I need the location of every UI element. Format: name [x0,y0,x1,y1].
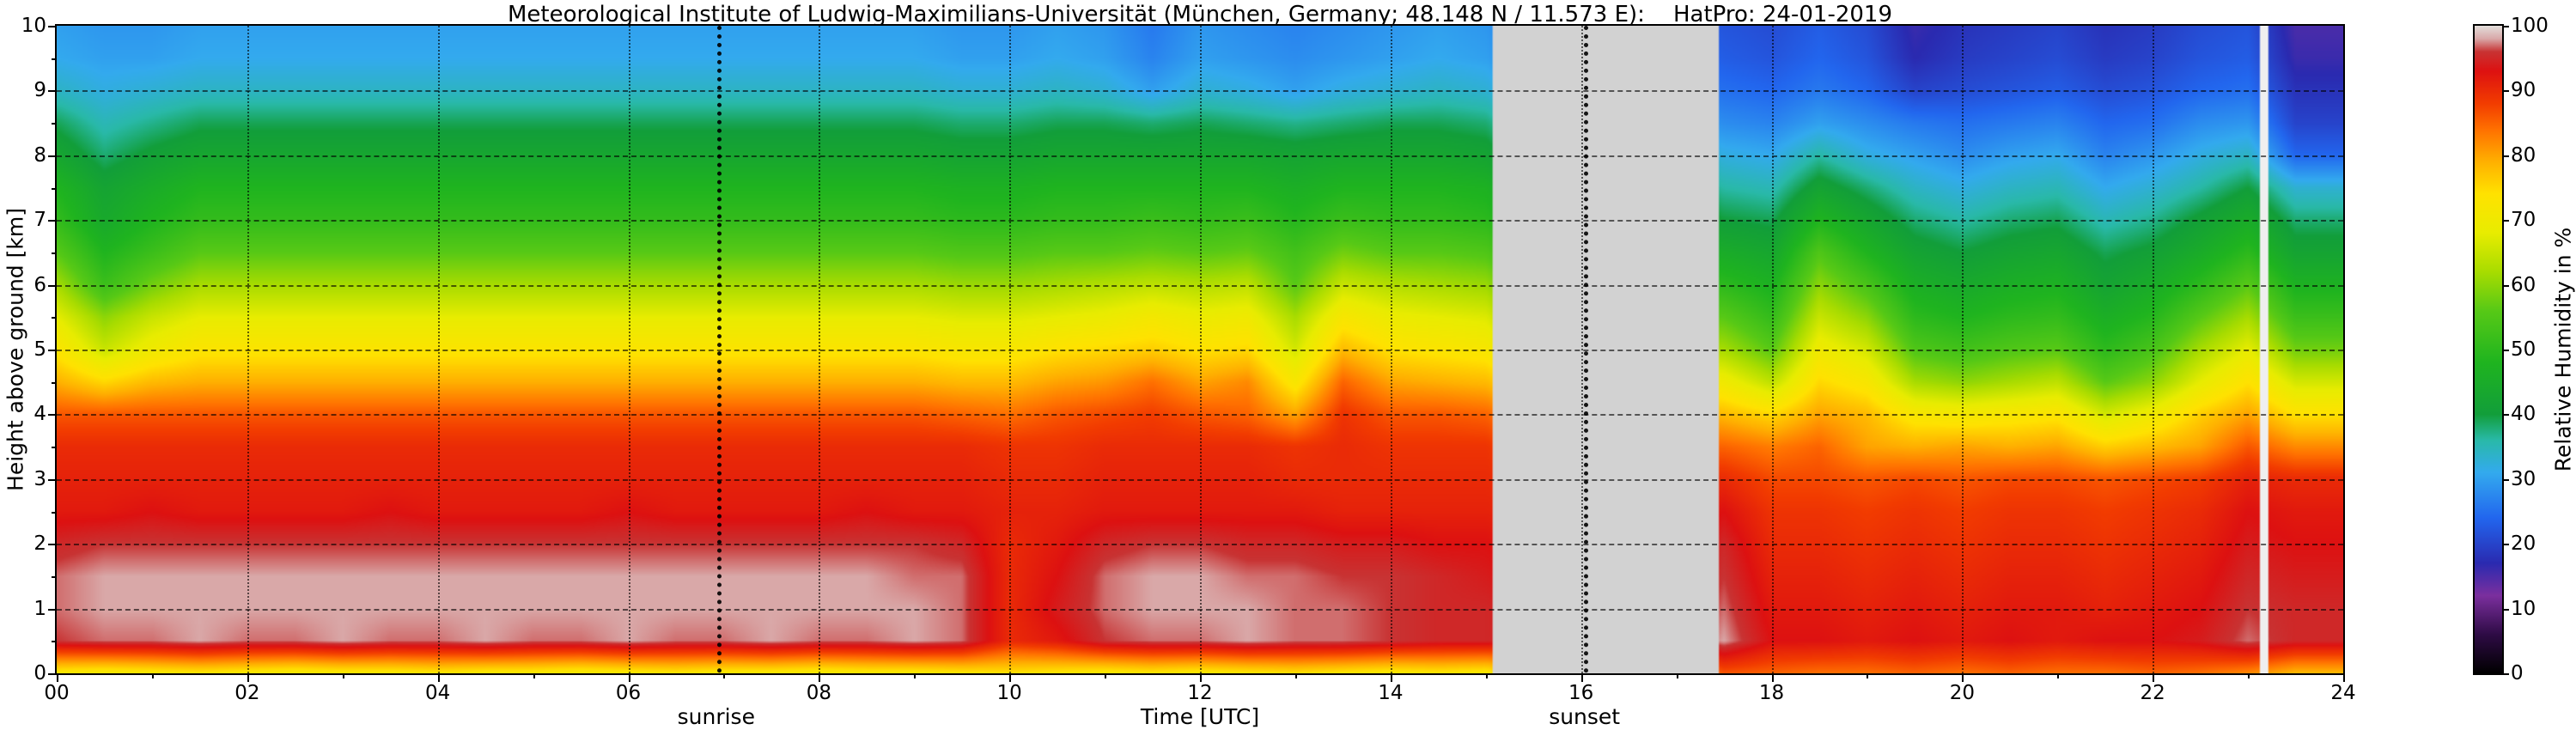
x-minor-tick [533,673,535,678]
y-major-tick [48,26,57,27]
colorbar-tick-label: 80 [2511,143,2536,167]
sunset-annotation-label: sunset [1549,704,1621,729]
colorbar-tick-label: 40 [2511,403,2536,426]
colorbar-tick [2502,608,2509,611]
y-major-tick [48,673,57,675]
x-tick-label: 08 [806,682,831,704]
relative-humidity-heatmap [57,26,2343,673]
x-major-tick [437,673,440,682]
colorbar-tick-label: 50 [2511,338,2536,361]
x-major-tick [2343,673,2345,682]
y-tick-label: 8 [33,143,46,167]
x-major-tick [57,673,58,682]
x-minor-tick [2057,673,2060,678]
colorbar-tick [2502,26,2509,27]
colorbar-tick-label: 30 [2511,467,2536,490]
colorbar-tick-label: 90 [2511,79,2536,102]
x-major-tick [247,673,249,682]
x-tick-label: 10 [996,682,1022,704]
x-major-tick [1580,673,1583,682]
x-tick-label: 24 [2330,682,2356,704]
x-tick-label: 12 [1187,682,1213,704]
colorbar-tick-label: 20 [2511,532,2536,556]
colorbar-tick [2502,284,2509,287]
colorbar-tick-label: 0 [2511,662,2524,684]
x-minor-tick [914,673,917,678]
x-minor-tick [2248,673,2250,678]
y-tick-label: 6 [33,273,46,296]
x-major-tick [1962,673,1964,682]
y-tick-label: 10 [21,15,46,37]
x-tick-label: 14 [1378,682,1404,704]
y-major-tick [48,284,57,287]
y-tick-label: 3 [33,467,46,490]
y-tick-label: 7 [33,209,46,232]
x-tick-label: 20 [1949,682,1975,704]
y-major-tick [48,478,57,481]
colorbar-tick-label: 10 [2511,597,2536,620]
colorbar-label: Relative Humidity in % [2550,227,2576,472]
x-major-tick [1390,673,1392,682]
y-tick-label: 0 [33,662,46,684]
colorbar-tick [2502,155,2509,157]
plot-area: 00 02 04 06 08 10 12 14 16 18 20 22 24 0 1 2 3 4 5 6 7 8 9 10 [21,15,2356,704]
y-major-tick [48,220,57,222]
y-major-tick [48,90,57,93]
x-minor-tick [723,673,726,678]
colorbar-tick [2502,350,2509,351]
colorbar-tick-label: 100 [2511,15,2549,37]
y-tick-label: 9 [33,79,46,102]
x-minor-tick [1485,673,1488,678]
y-major-tick [48,608,57,611]
x-major-tick [1771,673,1774,682]
colorbar: 0 10 20 30 40 50 60 70 80 90 100 [2473,15,2549,684]
colorbar-tick [2502,478,2509,481]
x-axis-label: Time [UTC] [1140,704,1260,729]
x-minor-tick [1294,673,1297,678]
x-major-tick [2153,673,2155,682]
y-major-tick [48,155,57,157]
x-tick-label: 18 [1758,682,1785,704]
colorbar-tick [2502,220,2509,222]
x-major-tick [1009,673,1012,682]
y-major-tick [48,350,57,351]
x-tick-label: 06 [615,682,642,704]
x-tick-label: 00 [44,682,70,704]
x-minor-tick [1867,673,1869,678]
x-tick-label: 16 [1568,682,1594,704]
x-tick-label: 22 [2140,682,2165,704]
y-major-tick [48,414,57,417]
x-major-tick [1200,673,1202,682]
colorbar-tick [2502,544,2509,546]
y-axis-label: Height above ground [km] [3,208,28,491]
x-minor-tick [151,673,154,678]
x-major-tick [628,673,630,682]
y-tick-label: 5 [33,338,46,361]
sunrise-annotation-label: sunrise [677,704,755,729]
x-major-tick [819,673,821,682]
y-major-tick [48,544,57,546]
colorbar-tick [2502,673,2509,675]
y-tick-label: 1 [33,597,46,620]
x-minor-tick [342,673,344,678]
chart-title: Meteorological Institute of Ludwig-Maxim… [507,2,1893,27]
x-minor-tick [1105,673,1107,678]
x-tick-label: 02 [234,682,260,704]
x-minor-tick [1676,673,1678,678]
y-tick-label: 2 [33,532,46,556]
colorbar-tick [2502,90,2509,93]
colorbar-tick-label: 70 [2511,209,2536,232]
colorbar-tick-label: 60 [2511,273,2536,296]
x-tick-label: 04 [425,682,451,704]
colorbar-tick [2502,414,2509,417]
y-tick-label: 4 [33,403,46,426]
